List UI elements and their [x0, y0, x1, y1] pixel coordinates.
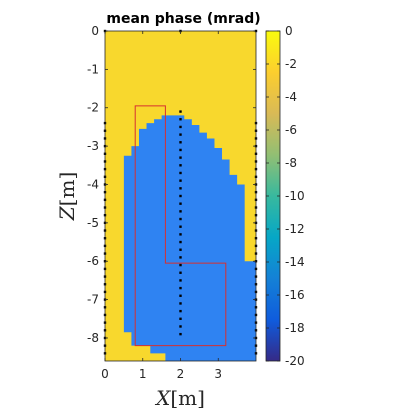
electrode-marker: [179, 233, 182, 236]
colorbar-tick-label: 0: [285, 24, 293, 38]
electrode-marker: [179, 194, 182, 198]
x-tick-label: 2: [177, 367, 185, 381]
electrode-marker: [179, 309, 182, 313]
electrode-marker: [179, 325, 182, 328]
electrode-marker: [179, 148, 182, 152]
y-tick-label: -5: [87, 216, 99, 230]
colorbar-tick-label: -12: [285, 222, 305, 236]
x-tick-label: 1: [139, 367, 147, 381]
x-axis-label: X[m]: [154, 386, 205, 410]
colorbar-tick-label: -18: [285, 321, 305, 335]
electrode-marker: [179, 210, 182, 213]
electrode-marker: [179, 141, 182, 144]
y-axis-label: Z[m]: [55, 172, 79, 221]
colorbar-tick-label: -10: [285, 189, 305, 203]
electrode-marker: [179, 225, 182, 228]
model-outline: [134, 105, 227, 347]
colorbar-tick-label: -20: [285, 354, 305, 368]
colorbar-tick-label: -6: [285, 123, 297, 137]
electrode-marker: [179, 202, 182, 205]
y-tick-label: -6: [87, 254, 99, 268]
electrode-marker: [179, 156, 182, 159]
electrode-marker: [179, 294, 182, 297]
colorbar: 0 -2 -4 -6 -8 -10 -12 -14 -16 -18 -20: [265, 24, 305, 368]
chart-title: mean phase (mrad): [106, 11, 260, 27]
y-tick-label: -3: [87, 139, 99, 153]
y-tick-label: 0: [91, 24, 99, 38]
colorbar-ticks: 0 -2 -4 -6 -8 -10 -12 -14 -16 -18 -20: [266, 24, 305, 368]
colorbar-tick-label: -14: [285, 255, 305, 269]
electrode-marker: [179, 164, 182, 167]
electrode-marker: [179, 133, 182, 136]
electrode-marker: [179, 256, 182, 259]
plot-area: [105, 31, 256, 361]
electrode-marker: [179, 187, 182, 190]
electrode-marker: [179, 263, 182, 267]
electrode-marker: [179, 271, 182, 274]
colorbar-tick-label: -2: [285, 57, 297, 71]
electrode-marker: [179, 217, 182, 221]
anomaly-region: [123, 115, 256, 361]
electrode-marker: [179, 286, 182, 290]
y-axis: 0 -1 -2 -3 -4 -5 -6 -7 -8: [87, 24, 256, 345]
y-tick-label: -7: [87, 293, 99, 307]
electrode-marker: [179, 125, 182, 129]
electrode-marker: [179, 248, 182, 251]
colorbar-tick-label: -4: [285, 90, 297, 104]
y-tick-label: -4: [87, 177, 99, 191]
colorbar-tick-label: -16: [285, 288, 305, 302]
electrode-marker: [179, 171, 182, 175]
electrode-marker: [179, 179, 182, 182]
x-tick-label: 3: [214, 367, 222, 381]
electrode-marker: [179, 332, 182, 336]
electrode-marker: [179, 279, 182, 282]
electrode-marker: [179, 110, 182, 113]
y-tick-label: -1: [87, 62, 99, 76]
electrode-marker: [179, 302, 182, 305]
colorbar-tick-label: -8: [285, 156, 297, 170]
electrode-marker: [179, 240, 182, 244]
x-axis: 0 1 2 3: [101, 31, 222, 381]
electrode-marker: [179, 317, 182, 320]
electrode-marker: [179, 118, 182, 121]
y-tick-label: -2: [87, 101, 99, 115]
x-tick-label: 0: [101, 367, 109, 381]
y-tick-label: -8: [87, 331, 99, 345]
